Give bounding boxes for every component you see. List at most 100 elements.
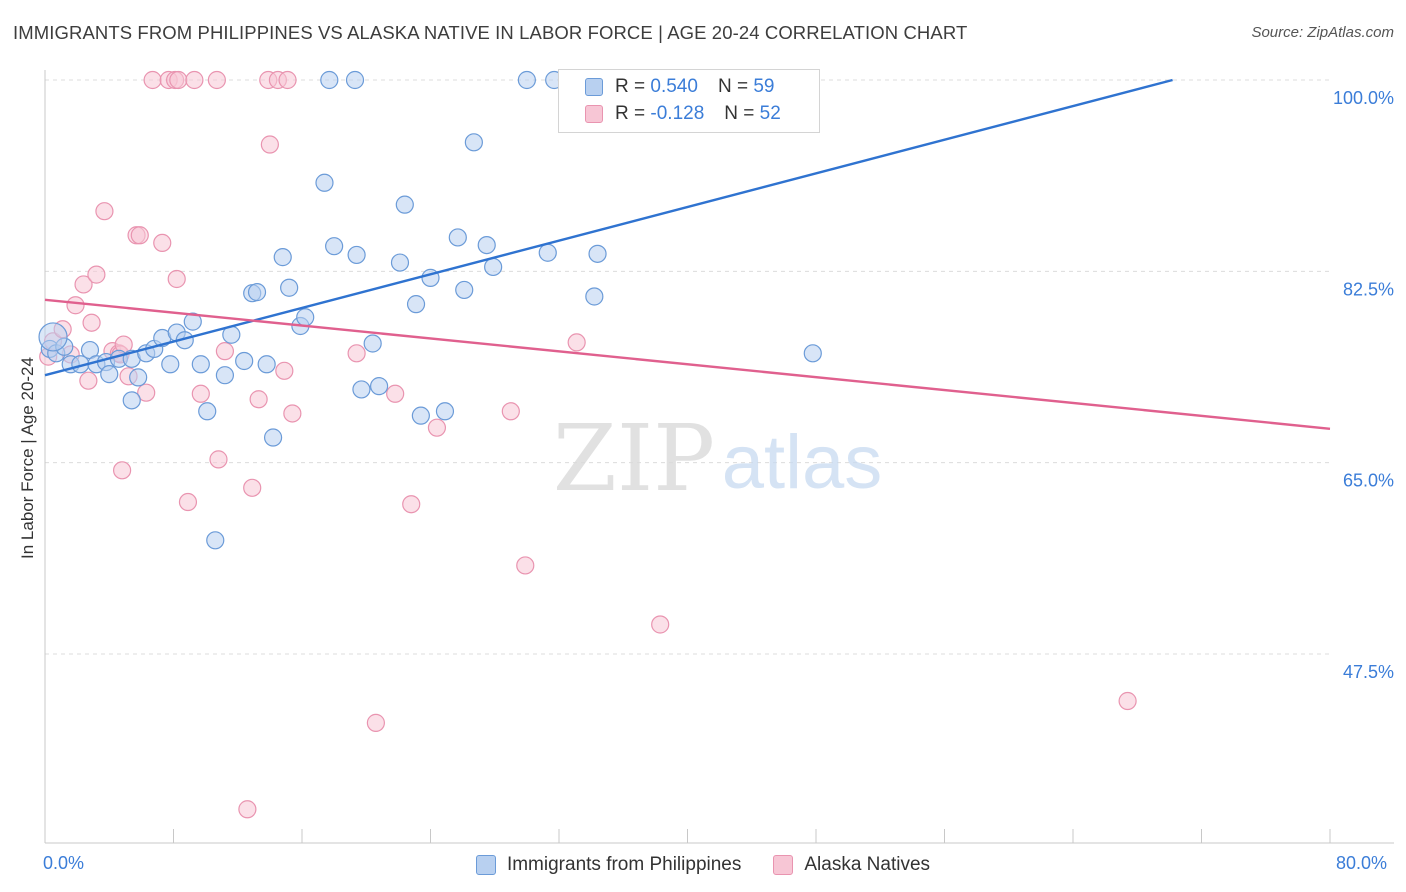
- philippines-point-23: [215, 366, 234, 385]
- philippines-point-42: [406, 295, 426, 314]
- philippines-point-38: [363, 334, 382, 353]
- legend-row-alaska-natives: R = -0.128 N = 52: [585, 102, 781, 126]
- alaska-natives-point-29: [283, 404, 302, 423]
- alaska-natives-point-40: [238, 800, 257, 819]
- philippines-point-39: [370, 377, 389, 396]
- philippines-point-30: [273, 248, 292, 267]
- legend-swatch-blue: [475, 855, 496, 875]
- alaska-natives-point-31: [366, 713, 385, 732]
- philippines-point-46: [448, 228, 467, 247]
- legend-swatch-pink: [773, 855, 794, 875]
- philippines-point-28: [257, 355, 276, 374]
- legend-label-philippines: Immigrants from Philippines: [506, 854, 742, 875]
- philippines-point-35: [325, 237, 344, 256]
- alaska-natives-point-21: [178, 492, 198, 512]
- philippines-point-37: [352, 380, 371, 399]
- axes: [44, 70, 1394, 844]
- watermark-atlas: atlas: [722, 420, 883, 505]
- legend-n-value-philippines: 59: [753, 76, 775, 97]
- trend-lines: [44, 78, 1331, 430]
- alaska-natives-point-19: [153, 233, 172, 253]
- philippines-point-34: [315, 173, 334, 192]
- source-credit: Source: ZipAtlas.com: [1251, 24, 1394, 41]
- alaska-natives-point-34: [427, 418, 447, 437]
- alaska-natives-point-33: [402, 495, 421, 514]
- philippines-point-19: [183, 312, 202, 331]
- alaska-natives-point-49: [278, 70, 297, 90]
- philippines-point-50: [484, 257, 503, 277]
- alaska-natives-point-14: [112, 461, 132, 480]
- philippines-point-55: [320, 70, 339, 90]
- alaska-natives-point-18: [137, 383, 156, 402]
- philippines-point-52: [585, 287, 604, 306]
- legend-row-philippines: R = 0.540 N = 59: [585, 75, 774, 99]
- legend-swatch-pink: [585, 105, 603, 123]
- alaska-natives-point-5: [74, 275, 93, 294]
- alaska-natives-point-7: [82, 313, 101, 332]
- legend-n-label: N =: [717, 76, 749, 97]
- alaska-natives-point-25: [243, 478, 262, 497]
- alaska-natives-point-22: [191, 384, 210, 403]
- alaska-natives-point-41: [143, 70, 162, 90]
- alaska-natives-point-17: [130, 226, 149, 245]
- philippines-point-48: [464, 133, 483, 152]
- philippines-point-49: [477, 235, 496, 255]
- philippines-point-45: [435, 402, 455, 421]
- legend-n-label: N =: [724, 103, 755, 124]
- philippines-point-36: [347, 245, 366, 265]
- philippines-point-12: [129, 368, 148, 387]
- alaska-natives-point-6: [79, 371, 98, 390]
- philippines-point-51: [538, 243, 557, 262]
- philippines-point-57: [517, 70, 536, 90]
- alaska-natives-point-44: [169, 70, 188, 90]
- philippines-point-25: [235, 351, 254, 371]
- trend-line-alaska-natives: [44, 298, 1331, 430]
- philippines-point-53: [588, 244, 607, 263]
- legend-item-philippines: Immigrants from Philippines: [475, 854, 742, 876]
- legend-item-alaska-natives: Alaska Natives: [773, 854, 930, 876]
- chart-title: IMMIGRANTS FROM PHILIPPINES VS ALASKA NA…: [13, 22, 968, 43]
- philippines-point-22: [206, 531, 225, 550]
- alaska-natives-point-8: [87, 265, 106, 284]
- philippines-point-11: [122, 391, 141, 410]
- philippines-point-31: [280, 278, 299, 297]
- y-tick-labels: 100.0% 82.5% 65.0% 47.5%: [1333, 88, 1394, 682]
- y-tick-label-1: 82.5%: [1343, 279, 1394, 299]
- alaska-natives-point-26: [249, 390, 268, 409]
- philippines-point-21: [198, 402, 217, 421]
- watermark-zip: ZIP: [553, 405, 715, 512]
- x-tick-max: 80.0%: [1336, 853, 1388, 873]
- alaska-natives-point-35: [501, 402, 520, 421]
- y-tick-label-2: 65.0%: [1343, 471, 1394, 491]
- alaska-natives-point-32: [386, 384, 405, 403]
- philippines-point-33: [296, 308, 315, 327]
- legend-r-value-philippines: 0.540: [650, 76, 698, 97]
- alaska-natives-point-9: [95, 202, 114, 221]
- alaska-natives-point-30: [347, 344, 366, 363]
- legend-r-label: R =: [615, 103, 646, 124]
- philippines-point-41: [395, 195, 414, 214]
- x-tick-min: 0.0%: [43, 853, 85, 873]
- alaska-natives-point-20: [167, 269, 186, 289]
- philippines-point-8: [100, 365, 119, 384]
- alaska-natives-point-39: [1118, 691, 1137, 711]
- philippines-point-16: [161, 355, 180, 374]
- alaska-natives-point-36: [516, 556, 535, 575]
- alaska-natives-point-38: [651, 615, 670, 634]
- alaska-natives-point-4: [66, 296, 85, 315]
- philippines-point-cluster: [38, 322, 68, 352]
- philippines-point-40: [390, 253, 410, 272]
- legend-r-label: R =: [615, 76, 646, 97]
- y-tick-label-3: 47.5%: [1343, 662, 1394, 682]
- philippines-point-27: [247, 283, 267, 302]
- legend-r-value-alaska-natives: -0.128: [650, 103, 705, 124]
- alaska-natives-point-23: [209, 450, 228, 469]
- series-legend: Immigrants from Philippines Alaska Nativ…: [0, 852, 1406, 878]
- philippines-point-29: [263, 428, 283, 447]
- philippines-point-56: [345, 70, 365, 90]
- alaska-natives-point-46: [207, 70, 226, 90]
- alaska-natives-point-28: [275, 361, 294, 380]
- alaska-natives-point-24: [215, 342, 234, 361]
- legend-swatch-blue: [585, 78, 603, 96]
